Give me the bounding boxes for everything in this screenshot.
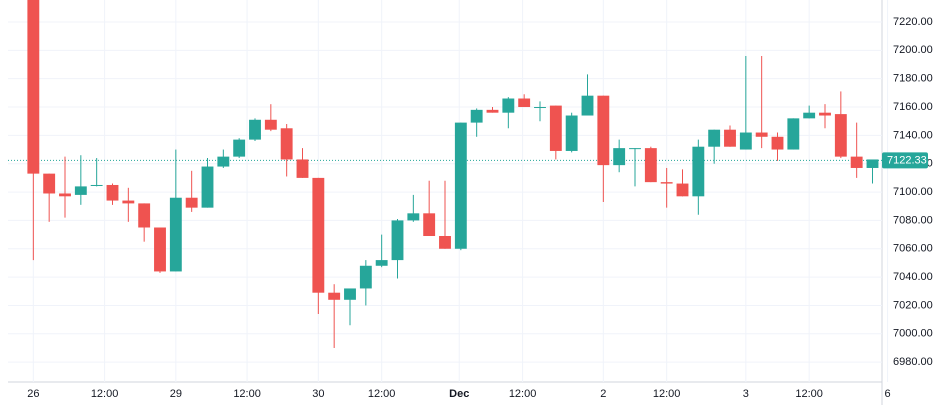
y-tick-label: 7080.00 bbox=[893, 214, 933, 226]
candle-body bbox=[518, 98, 531, 108]
last-price-label: 7122.33 bbox=[887, 154, 927, 166]
candle-body bbox=[644, 148, 657, 183]
x-tick-label: 26 bbox=[27, 388, 39, 400]
candle-body bbox=[312, 177, 325, 293]
candle-body bbox=[106, 184, 119, 201]
candle-body bbox=[407, 213, 420, 221]
candle-body bbox=[249, 119, 261, 140]
x-tick-label: 12:00 bbox=[509, 388, 537, 400]
candle-body bbox=[565, 115, 578, 151]
y-tick-label: 6980.00 bbox=[893, 356, 933, 368]
candle-body bbox=[676, 183, 689, 197]
candle-body bbox=[787, 118, 800, 150]
candle-body bbox=[344, 288, 356, 300]
last-price-box bbox=[882, 152, 928, 169]
candle-body bbox=[834, 114, 847, 157]
x-tick-label: 29 bbox=[170, 388, 182, 400]
candle-body bbox=[359, 265, 372, 289]
x-tick-label: 12:00 bbox=[233, 388, 261, 400]
candle-body bbox=[154, 227, 166, 272]
candle-body bbox=[739, 132, 752, 150]
candle-body bbox=[43, 173, 56, 194]
y-tick-label: 7060.00 bbox=[893, 243, 933, 255]
x-tick-label: 12:00 bbox=[795, 388, 823, 400]
y-tick-label: 7040.00 bbox=[893, 271, 933, 283]
x-tick-label: 3 bbox=[743, 388, 749, 400]
candle-body bbox=[454, 122, 467, 249]
candle-body bbox=[391, 220, 404, 261]
x-tick-label: 12:00 bbox=[368, 388, 396, 400]
candle-body bbox=[866, 159, 879, 168]
candle-body bbox=[217, 156, 230, 167]
candle-body bbox=[423, 213, 436, 237]
y-tick-label: 7180.00 bbox=[893, 73, 933, 85]
y-tick-label: 7140.00 bbox=[893, 129, 933, 141]
candle-body bbox=[169, 197, 182, 272]
candle-body bbox=[122, 200, 135, 204]
candle-body bbox=[819, 112, 831, 116]
candle-body bbox=[439, 236, 451, 249]
candle-body bbox=[771, 136, 784, 150]
candle-body bbox=[502, 98, 515, 113]
candle-body bbox=[328, 292, 341, 300]
y-tick-label: 7160.00 bbox=[893, 101, 933, 113]
y-tick-label: 7200.00 bbox=[893, 44, 933, 56]
candle-body bbox=[692, 146, 705, 197]
x-tick-label: Dec bbox=[449, 388, 469, 400]
x-tick-label: 6 bbox=[884, 388, 890, 400]
candle-body bbox=[185, 197, 198, 208]
x-tick-label: 12:00 bbox=[91, 388, 119, 400]
candle-body bbox=[581, 95, 594, 116]
candle-body bbox=[470, 109, 483, 123]
x-tick-label: 12:00 bbox=[653, 388, 681, 400]
y-tick-label: 7220.00 bbox=[893, 16, 933, 28]
labels: 6980.00 7000.00 7020.00 7040.00 7060.00 7080.… bbox=[27, 16, 933, 400]
candle-body bbox=[264, 119, 277, 130]
candle-body bbox=[597, 95, 610, 166]
candle-body bbox=[850, 156, 863, 168]
candle-body bbox=[486, 109, 499, 113]
candle-body bbox=[296, 159, 309, 178]
x-tick-label: 2 bbox=[600, 388, 606, 400]
candle-body bbox=[90, 184, 103, 186]
x-tick-label: 30 bbox=[312, 388, 324, 400]
candle-body bbox=[201, 166, 214, 208]
candles bbox=[27, 0, 879, 348]
candle-body bbox=[138, 203, 151, 228]
y-tick-label: 7020.00 bbox=[893, 299, 933, 311]
candle-body bbox=[534, 107, 546, 109]
candle-body bbox=[803, 112, 816, 119]
y-tick-label: 7100.00 bbox=[893, 186, 933, 198]
candle-body bbox=[755, 132, 768, 137]
candle-body bbox=[549, 105, 562, 151]
candle-body bbox=[724, 129, 736, 147]
candle-body bbox=[629, 148, 641, 150]
candle-body bbox=[233, 139, 246, 157]
candle-body bbox=[27, 0, 40, 174]
candle-body bbox=[280, 128, 293, 160]
candle-body bbox=[660, 182, 673, 184]
candle-body bbox=[74, 186, 87, 195]
candle-body bbox=[59, 193, 71, 197]
y-tick-label: 7000.00 bbox=[893, 328, 933, 340]
candle-body bbox=[613, 148, 626, 166]
candle-body bbox=[375, 260, 388, 266]
candle-body bbox=[708, 129, 721, 147]
